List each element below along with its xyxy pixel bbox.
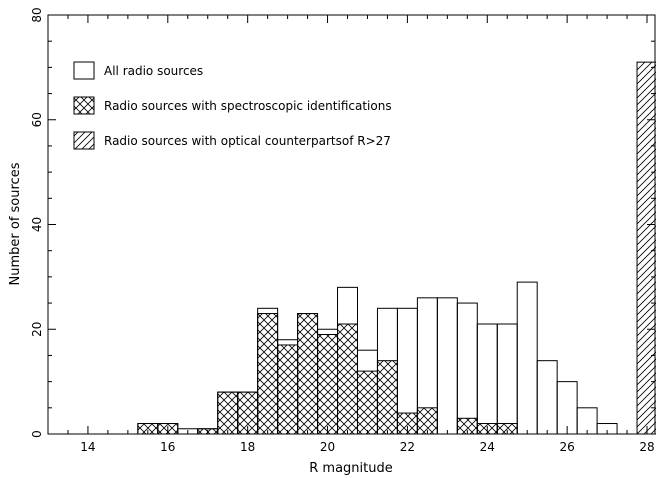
y-tick-label: 0 [30,430,44,438]
x-tick-label: 28 [639,440,654,454]
y-tick-label: 20 [30,322,44,337]
bar-spectroscopic [217,391,239,435]
x-tick-label: 14 [80,440,95,454]
bar-spectroscopic [337,323,358,435]
legend-label-spectroscopic: Radio sources with spectroscopic identif… [104,99,392,113]
y-tick-label: 60 [30,112,44,127]
bar-spectroscopic [356,370,378,435]
bar-all-radio [536,360,558,435]
x-tick-label: 18 [240,440,255,454]
bar-spectroscopic [257,313,279,435]
x-tick-label: 22 [400,440,415,454]
legend-swatch-diagonal [73,131,95,150]
y-tick-label: 40 [30,217,44,232]
y-tick-label: 80 [30,7,44,22]
y-axis-label: Number of sources [8,162,23,285]
bar-spectroscopic [277,344,299,435]
axis-ticks: 14 16 18 20 22 24 26 28 0 20 40 60 80 [30,7,655,454]
legend-swatch-crosshatch [73,96,95,115]
legend-label-all: All radio sources [104,64,203,78]
bar-all-radio [496,323,518,435]
legend: All radio sources Radio sources with spe… [73,61,392,150]
bar-all-radio [436,297,458,435]
bar-spectroscopic [317,333,339,435]
bar-spectroscopic [376,360,398,435]
bar-optical-counterpart [636,61,656,435]
legend-swatch-outline [73,61,95,80]
x-tick-label: 20 [320,440,335,454]
x-axis-label: R magnitude [309,461,392,476]
bar-spectroscopic [297,313,319,435]
x-tick-label: 26 [560,440,575,454]
x-tick-label: 24 [480,440,495,454]
legend-label-optical: Radio sources with optical counterpartso… [104,134,391,148]
bar-all-radio [476,323,498,435]
optical-counterpart-series [636,61,656,435]
spectroscopic-series [137,313,518,435]
bar-all-radio [516,281,538,435]
bar-all-radio [456,302,478,435]
x-tick-label: 16 [160,440,175,454]
